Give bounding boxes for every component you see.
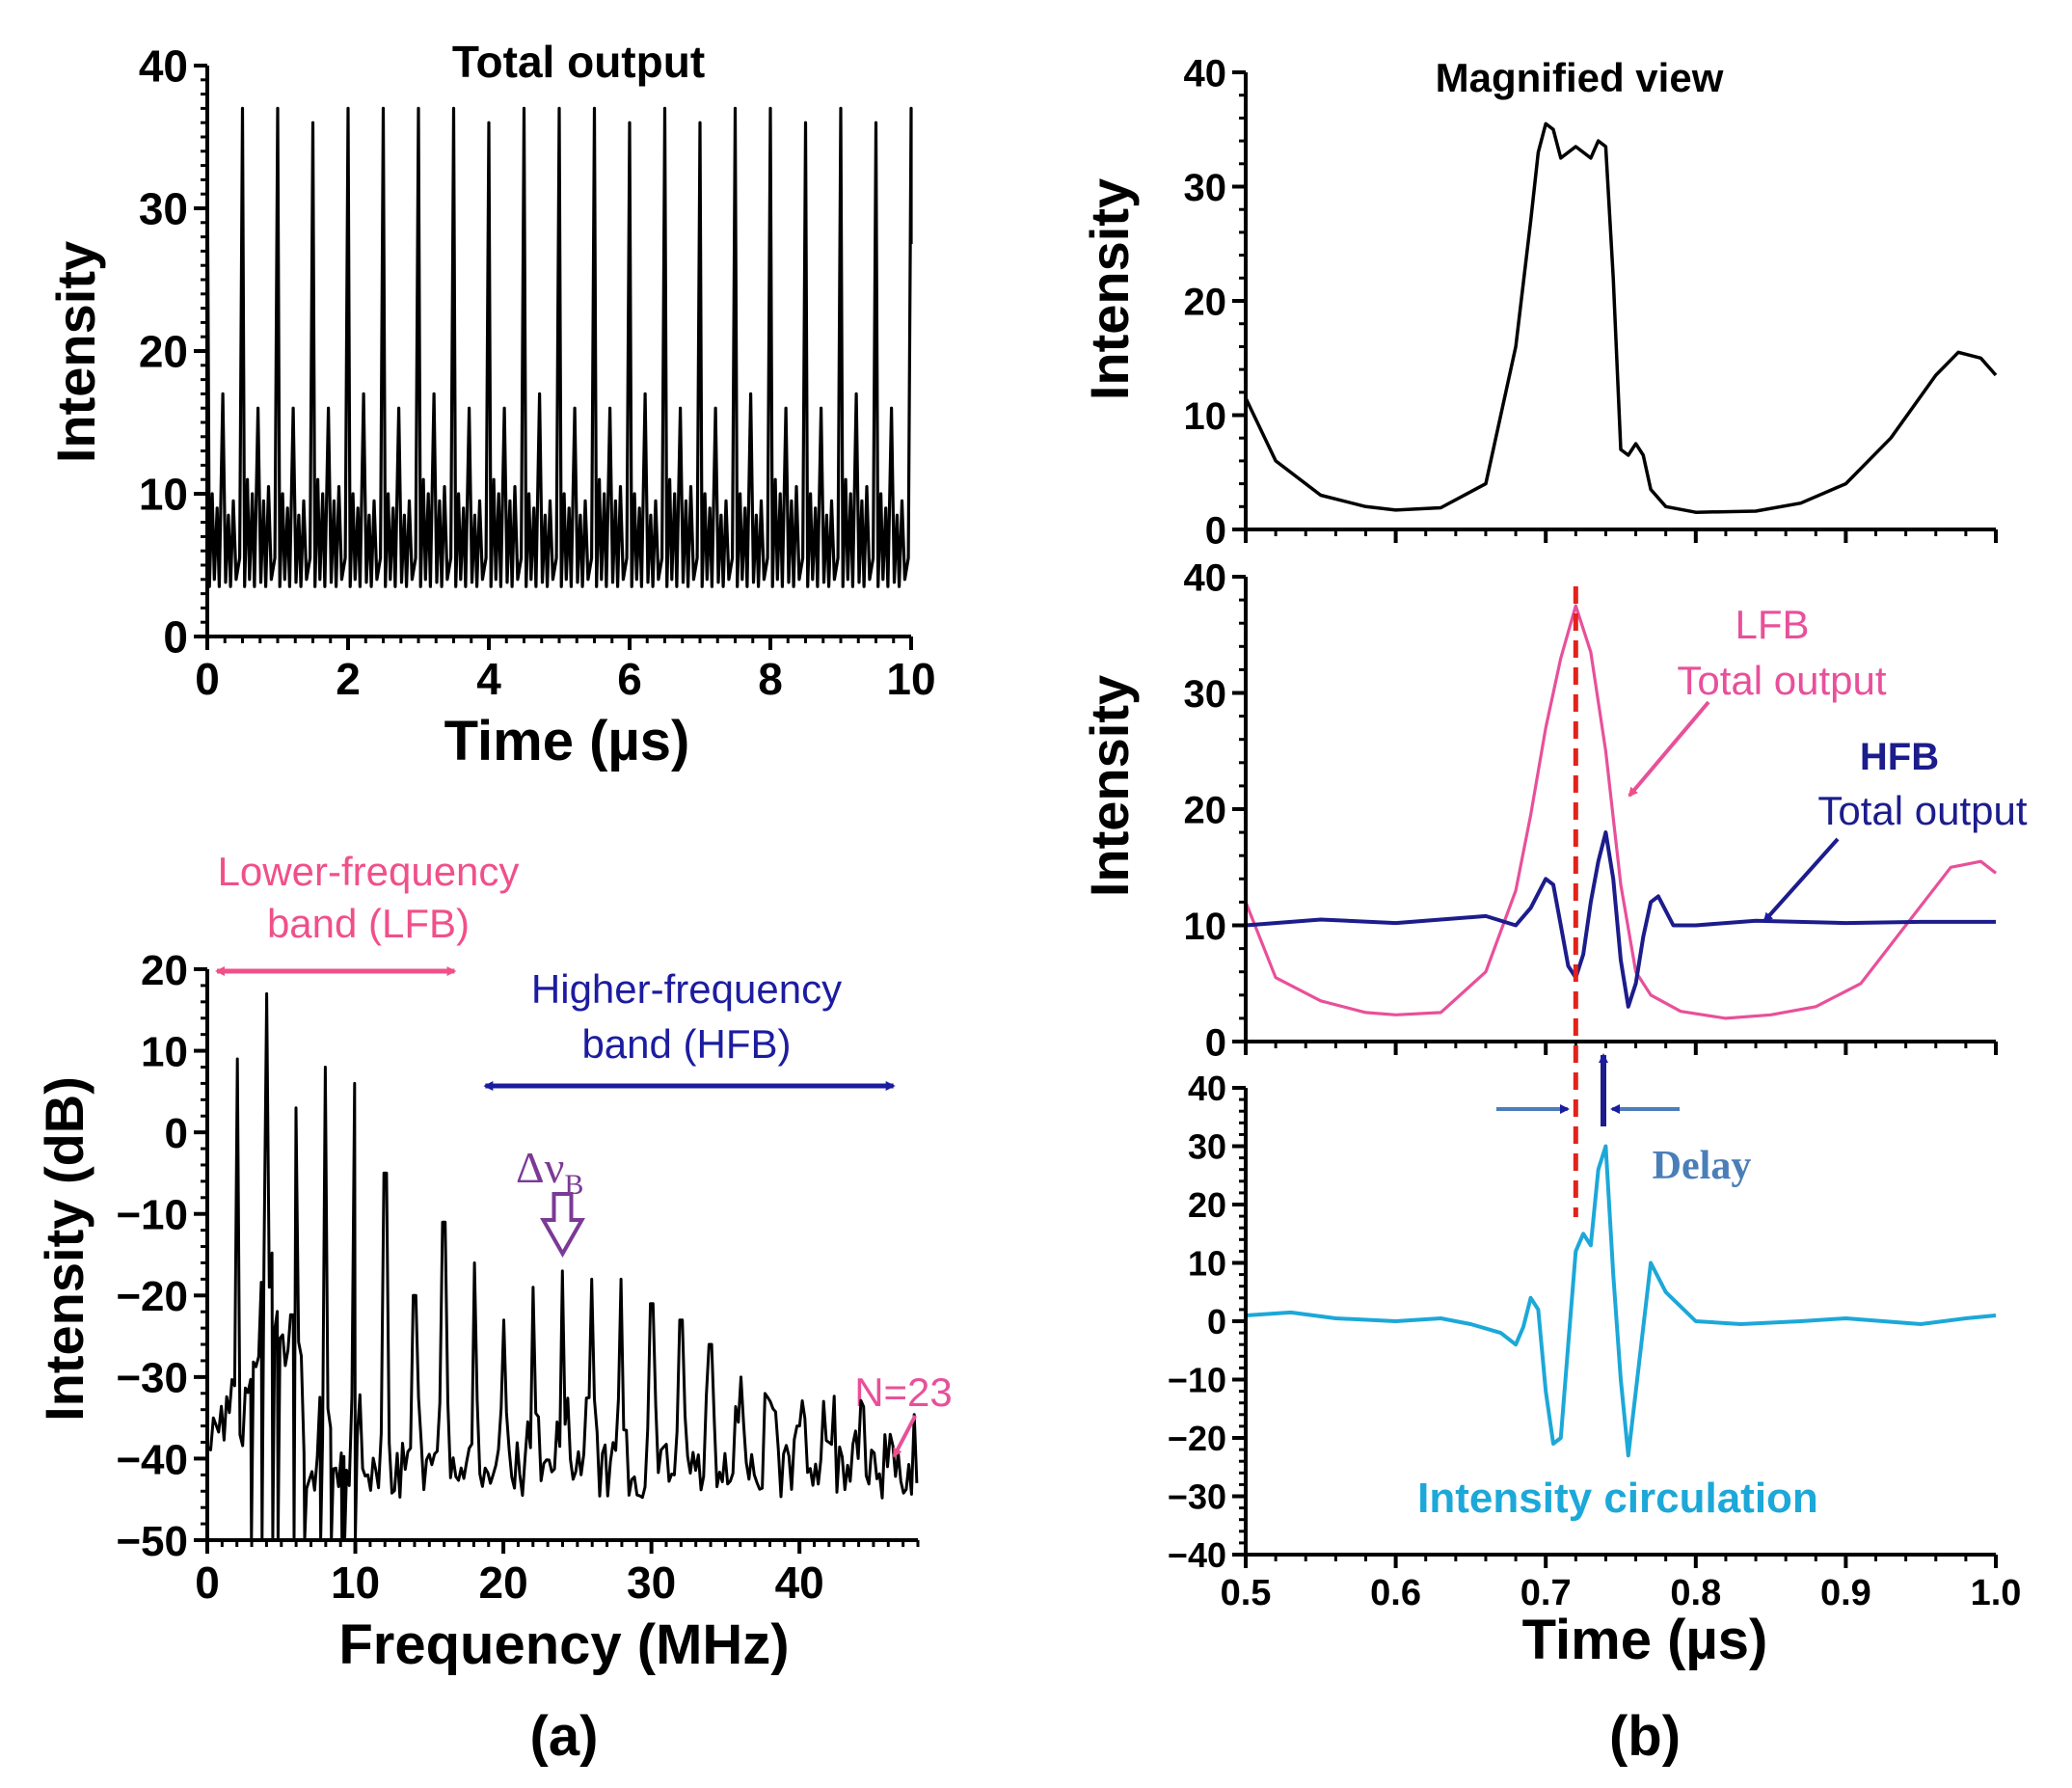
lfb-label-line2: Total output bbox=[1677, 658, 1886, 703]
lfb-label-line1: LFB bbox=[1735, 602, 1809, 647]
lfb-leader-arrow bbox=[1628, 700, 1710, 798]
x-tick-label: 30 bbox=[627, 1558, 676, 1608]
y-tick-label: −20 bbox=[116, 1273, 188, 1320]
y-tick-label: 0 bbox=[165, 1110, 188, 1157]
total-output-trace bbox=[205, 106, 913, 588]
y-tick-label: 10 bbox=[1188, 1243, 1226, 1283]
circulation-chart: Time (µs) Delay Intensity circulation −4… bbox=[1168, 1053, 2022, 1671]
y-tick-label: 20 bbox=[1188, 1185, 1226, 1225]
x-tick-label: 6 bbox=[617, 654, 642, 704]
magnified-trace bbox=[1244, 122, 1998, 514]
circulation-xlabel: Time (µs) bbox=[1522, 1609, 1768, 1671]
y-tick-label: 0 bbox=[1205, 509, 1226, 552]
y-tick-label: 10 bbox=[141, 1028, 188, 1075]
hfb-label-line2: Total output bbox=[1817, 788, 2027, 833]
x-tick-label: 0.7 bbox=[1520, 1573, 1572, 1613]
delta-nu-sub: B bbox=[564, 1169, 583, 1201]
lfb-hfb-chart: Intensity LFB Total output HFB Total out… bbox=[1079, 556, 2028, 1217]
y-tick-label: 30 bbox=[1184, 673, 1227, 716]
y-tick-label: 30 bbox=[1184, 167, 1227, 209]
delay-label: Delay bbox=[1653, 1144, 1752, 1188]
x-tick-label: 0 bbox=[195, 654, 220, 704]
x-tick-label: 2 bbox=[336, 654, 361, 704]
n23-arrow bbox=[892, 1415, 918, 1458]
panel-label-a: (a) bbox=[530, 1705, 599, 1768]
delta-nu-arrow bbox=[540, 1192, 585, 1259]
total-output-xlabel: Time (µs) bbox=[444, 710, 690, 772]
delta-nu-label: ΔνB bbox=[516, 1143, 583, 1201]
y-tick-label: −10 bbox=[116, 1192, 188, 1239]
y-tick-label: 40 bbox=[139, 41, 188, 92]
y-tick-label: 10 bbox=[139, 470, 188, 520]
n23-label: N=23 bbox=[854, 1369, 953, 1415]
circulation-label: Intensity circulation bbox=[1417, 1475, 1818, 1522]
lfb-band-label-line2: band (LFB) bbox=[267, 901, 470, 946]
spectrum-trace bbox=[206, 991, 919, 1542]
x-tick-label: 8 bbox=[758, 654, 783, 704]
y-tick-label: 0 bbox=[1207, 1302, 1226, 1341]
y-tick-label: 30 bbox=[1188, 1126, 1226, 1166]
magnified-view-ylabel: Intensity bbox=[1079, 178, 1140, 400]
y-tick-label: 0 bbox=[1205, 1021, 1226, 1064]
x-tick-label: 1.0 bbox=[1971, 1573, 2022, 1613]
x-tick-label: 0 bbox=[195, 1558, 220, 1608]
y-tick-label: 20 bbox=[139, 327, 188, 377]
delta-nu-main: Δν bbox=[516, 1143, 564, 1192]
lfb-series-line bbox=[1244, 604, 1997, 1020]
y-tick-label: −40 bbox=[1168, 1535, 1226, 1575]
hfb-leader-arrow bbox=[1763, 837, 1840, 923]
x-tick-label: 0.6 bbox=[1370, 1573, 1421, 1613]
x-tick-label: 20 bbox=[478, 1558, 527, 1608]
magnified-view-title: Magnified view bbox=[1436, 55, 1724, 100]
y-tick-label: −30 bbox=[116, 1355, 188, 1402]
total-output-ylabel: Intensity bbox=[45, 241, 106, 463]
x-tick-label: 40 bbox=[775, 1558, 824, 1608]
hfb-band-label-line2: band (HFB) bbox=[581, 1021, 791, 1067]
y-tick-label: 0 bbox=[163, 612, 188, 663]
total-output-chart: Total output Intensity Time (µs) 0102030… bbox=[45, 37, 936, 772]
y-tick-label: −30 bbox=[1168, 1476, 1226, 1516]
y-tick-label: 10 bbox=[1184, 395, 1227, 438]
y-tick-label: 20 bbox=[141, 947, 188, 994]
y-tick-label: 40 bbox=[1184, 52, 1227, 95]
spectrum-xlabel: Frequency (MHz) bbox=[338, 1613, 789, 1676]
x-tick-label: 10 bbox=[331, 1558, 380, 1608]
spectrum-ylabel: Intensity (dB) bbox=[34, 1076, 94, 1422]
total-output-title: Total output bbox=[452, 37, 705, 87]
y-tick-label: 20 bbox=[1184, 281, 1227, 323]
x-tick-label: 0.8 bbox=[1670, 1573, 1721, 1613]
magnified-view-chart: Magnified view Intensity 0 10 20 30 40 bbox=[1079, 52, 1998, 552]
panel-label-b: (b) bbox=[1609, 1705, 1681, 1768]
x-tick-label: 4 bbox=[476, 654, 501, 704]
hfb-label-line1: HFB bbox=[1860, 736, 1939, 778]
hfb-series-line bbox=[1245, 830, 1996, 1009]
circulation-series-line bbox=[1245, 1144, 1997, 1458]
lfb-band-label-line1: Lower-frequency bbox=[218, 849, 520, 894]
y-tick-label: 10 bbox=[1184, 906, 1227, 948]
y-tick-label: 40 bbox=[1184, 556, 1227, 599]
x-tick-label: 0.9 bbox=[1820, 1573, 1871, 1613]
y-tick-label: 20 bbox=[1184, 789, 1227, 831]
y-tick-label: −20 bbox=[1168, 1419, 1226, 1458]
y-tick-label: −10 bbox=[1168, 1360, 1226, 1399]
spectrum-chart: Intensity (dB) Frequency (MHz) Lower-fre… bbox=[34, 849, 953, 1676]
y-tick-label: 40 bbox=[1188, 1069, 1226, 1108]
y-tick-label: −40 bbox=[116, 1436, 188, 1483]
y-tick-label: −50 bbox=[116, 1518, 188, 1565]
x-tick-label: 0.5 bbox=[1221, 1573, 1272, 1613]
x-tick-label: 10 bbox=[886, 654, 935, 704]
y-tick-label: 30 bbox=[139, 184, 188, 234]
lfb-hfb-ylabel: Intensity bbox=[1079, 675, 1140, 897]
hfb-band-label-line1: Higher-frequency bbox=[531, 966, 842, 1012]
